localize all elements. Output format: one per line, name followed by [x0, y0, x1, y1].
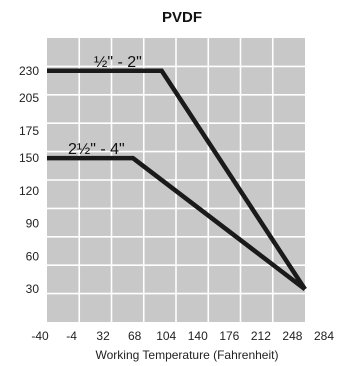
y-tick-label: 175 — [19, 124, 39, 138]
chart-title: PVDF — [162, 9, 202, 26]
y-tick-label: 30 — [26, 282, 40, 296]
series-label: 2½" - 4" — [68, 141, 125, 158]
series-line — [47, 155, 307, 292]
x-tick-label: 284 — [314, 329, 334, 343]
x-tick-label: 68 — [128, 329, 142, 343]
x-tick-label: 140 — [188, 329, 208, 343]
x-tick-label: -4 — [66, 329, 77, 343]
x-tick-label: 32 — [96, 329, 110, 343]
series-label: ½" - 2" — [94, 54, 142, 71]
y-tick-label: 230 — [19, 64, 39, 78]
series-line — [47, 68, 307, 291]
grid-lines — [47, 38, 305, 322]
x-tick-label: 176 — [219, 329, 239, 343]
series-lines — [47, 68, 307, 292]
y-tick-labels: 30 60 90 120 150 175 205 230 — [19, 64, 39, 296]
x-tick-label: -40 — [31, 329, 49, 343]
y-tick-label: 60 — [26, 249, 40, 263]
y-tick-label: 90 — [26, 217, 40, 231]
y-tick-label: 205 — [19, 91, 39, 105]
x-axis-label: Working Temperature (Fahrenheit) — [96, 348, 279, 362]
y-tick-label: 150 — [19, 151, 39, 165]
x-tick-label: 212 — [251, 329, 271, 343]
series-labels: ½" - 2" 2½" - 4" — [68, 54, 142, 158]
x-tick-labels: -40 -4 32 68 104 140 176 212 248 284 — [31, 329, 334, 343]
y-tick-label: 120 — [19, 184, 39, 198]
x-tick-label: 104 — [156, 329, 176, 343]
x-tick-label: 248 — [282, 329, 302, 343]
